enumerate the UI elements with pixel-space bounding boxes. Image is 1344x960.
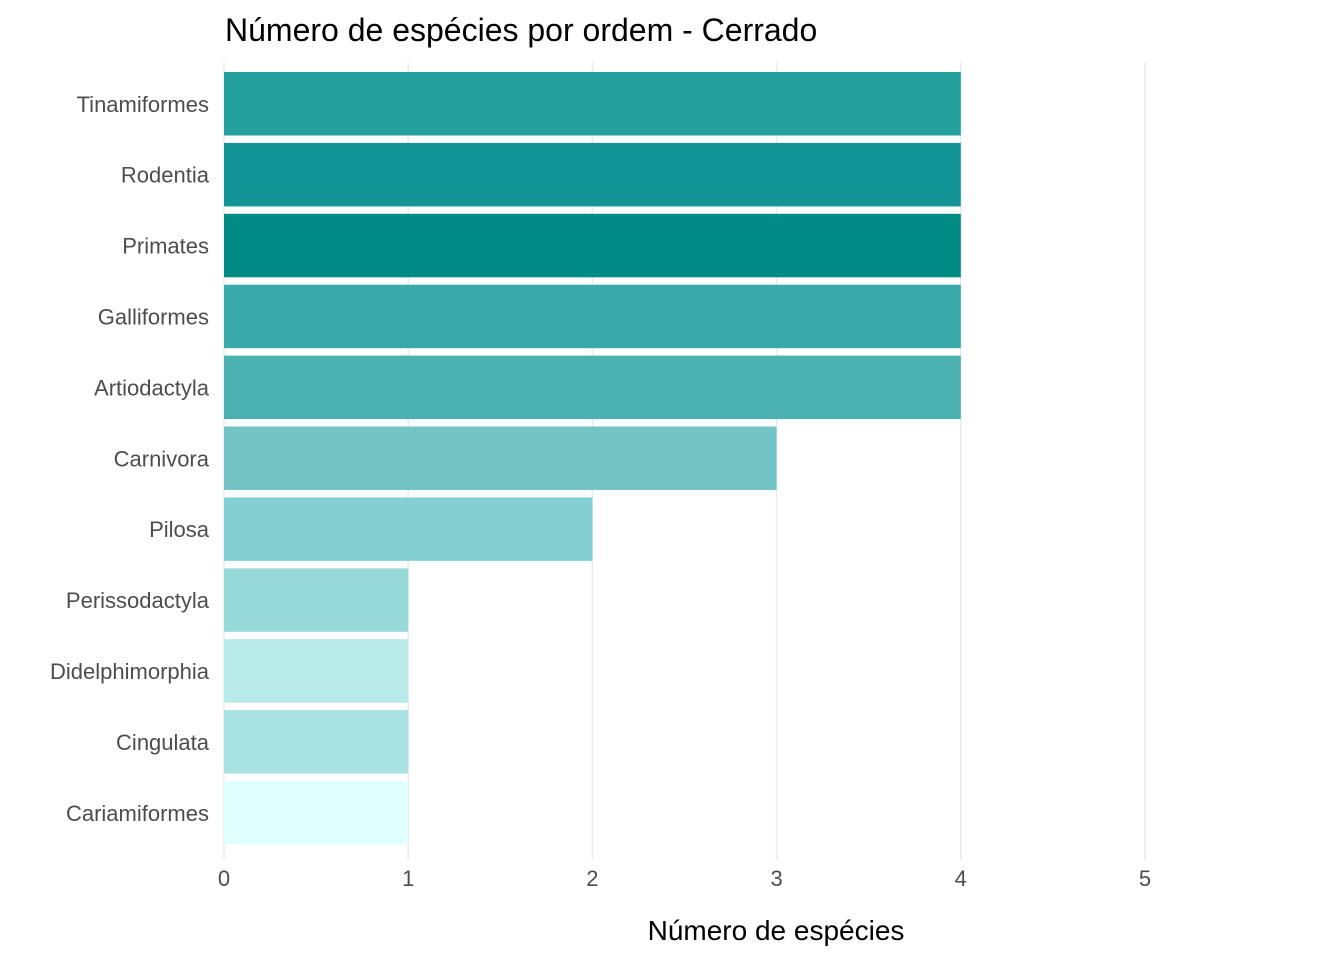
bar-carnivora: [224, 426, 777, 490]
x-tick-label: 3: [770, 866, 782, 891]
category-label-didelphimorphia: Didelphimorphia: [50, 659, 210, 684]
bar-perissodactyla: [224, 568, 409, 632]
category-label-artiodactyla: Artiodactyla: [94, 375, 210, 400]
category-label-cingulata: Cingulata: [116, 730, 210, 755]
x-tick-label: 1: [402, 866, 414, 891]
category-label-cariamiformes: Cariamiformes: [66, 801, 209, 826]
x-tick-labels: 0 1 2 3 4 5: [218, 866, 1151, 891]
bar-didelphimorphia: [224, 639, 409, 703]
bar-pilosa: [224, 497, 593, 561]
category-label-rodentia: Rodentia: [121, 163, 210, 188]
x-tick-label: 0: [218, 866, 230, 891]
bar-rodentia: [224, 142, 961, 207]
bar-primates: [224, 213, 961, 278]
category-label-galliformes: Galliformes: [98, 304, 209, 329]
x-tick-label: 4: [955, 866, 967, 891]
category-label-carnivora: Carnivora: [114, 446, 210, 471]
bar-artiodactyla: [224, 355, 961, 420]
bars: [224, 72, 961, 845]
category-label-pilosa: Pilosa: [149, 517, 210, 542]
bar-tinamiformes: [224, 72, 961, 136]
x-tick-label: 5: [1139, 866, 1151, 891]
bar-cariamiformes: [224, 781, 409, 845]
x-axis-title: Número de espécies: [648, 915, 905, 946]
category-label-tinamiformes: Tinamiformes: [77, 92, 209, 117]
chart-title: Número de espécies por ordem - Cerrado: [225, 12, 817, 48]
x-tick-label: 2: [586, 866, 598, 891]
category-label-perissodactyla: Perissodactyla: [66, 588, 210, 613]
bar-galliformes: [224, 284, 961, 349]
category-labels: Tinamiformes Rodentia Primates Galliformes A…: [50, 92, 210, 826]
bar-cingulata: [224, 710, 409, 774]
category-label-primates: Primates: [122, 234, 209, 259]
